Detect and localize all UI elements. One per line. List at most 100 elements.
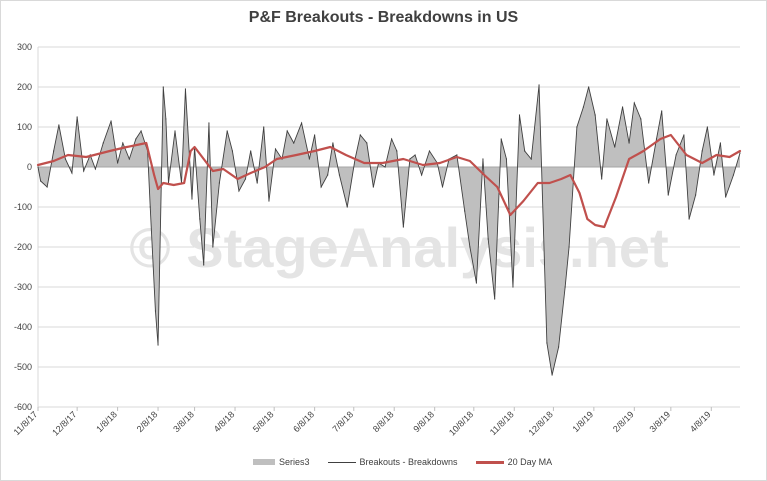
breakouts-breakdowns-point bbox=[648, 182, 650, 184]
breakouts-breakdowns-point bbox=[256, 182, 258, 184]
breakouts-breakdowns-point bbox=[640, 118, 642, 120]
x-tick-label: 1/8/18 bbox=[94, 409, 119, 434]
breakouts-breakdowns-point bbox=[396, 150, 398, 152]
ma-20-day-point bbox=[363, 162, 366, 164]
ma-20-day-point bbox=[701, 162, 703, 164]
ma-20-day-point bbox=[586, 218, 589, 220]
ma-20-day-point bbox=[189, 150, 192, 152]
breakouts-breakdowns-point bbox=[628, 142, 630, 144]
breakouts-breakdowns-point bbox=[601, 178, 603, 180]
breakouts-breakdowns-point bbox=[293, 142, 295, 144]
breakouts-breakdowns-point bbox=[165, 118, 167, 120]
x-tick-label: 2/8/18 bbox=[135, 409, 160, 434]
ma-20-day-point bbox=[172, 184, 175, 186]
breakouts-breakdowns-path bbox=[37, 84, 741, 376]
y-tick-label: -200 bbox=[14, 242, 32, 252]
y-tick-label: 300 bbox=[17, 42, 32, 52]
ma-20-day-point bbox=[560, 178, 563, 180]
breakouts-breakdowns-point bbox=[58, 124, 60, 126]
ma-20-day-point bbox=[509, 214, 512, 216]
breakouts-breakdowns-point bbox=[359, 134, 361, 136]
breakouts-breakdowns-point bbox=[725, 196, 727, 198]
breakouts-breakdowns-point bbox=[582, 106, 585, 108]
ma-20-day-point bbox=[642, 150, 645, 152]
ma-20-day-point bbox=[52, 160, 55, 162]
breakouts-breakdowns-point bbox=[71, 172, 73, 174]
breakouts-breakdowns-point bbox=[713, 174, 715, 176]
breakouts-breakdowns-point bbox=[191, 198, 193, 200]
breakouts-breakdowns-point bbox=[102, 142, 104, 144]
breakouts-breakdowns-point bbox=[226, 130, 228, 132]
ma-20-day-point bbox=[249, 172, 252, 174]
ma-20-day-point bbox=[496, 186, 499, 188]
breakouts-breakdowns-point bbox=[482, 158, 484, 160]
ma-20-day-point bbox=[345, 154, 347, 156]
breakouts-breakdowns-point bbox=[154, 310, 157, 312]
breakouts-breakdowns-point bbox=[149, 206, 151, 208]
breakouts-breakdowns-point bbox=[140, 130, 142, 132]
ma-20-day-path bbox=[36, 133, 742, 229]
y-axis-tick-labels: 300 200 100 0 -100 -200 -300 -400 -500 -600 bbox=[14, 42, 32, 412]
breakouts-breakdowns-point bbox=[300, 122, 303, 124]
x-tick-label: 2/8/19 bbox=[611, 409, 636, 434]
breakouts-breakdowns-point bbox=[524, 150, 526, 152]
breakouts-breakdowns-point bbox=[655, 138, 658, 140]
ma-20-day-point bbox=[603, 226, 606, 228]
x-tick-label: 1/8/19 bbox=[571, 409, 596, 434]
ma-20-day-point bbox=[212, 170, 214, 172]
breakouts-breakdowns-point bbox=[110, 120, 112, 122]
ma-20-day-point bbox=[222, 168, 225, 170]
breakouts-breakdowns-point bbox=[135, 138, 137, 140]
ma-20-day-point bbox=[329, 146, 332, 148]
breakouts-breakdowns-point bbox=[441, 186, 444, 188]
y-tick-label: 200 bbox=[17, 82, 32, 92]
breakouts-breakdowns-point bbox=[421, 174, 423, 176]
ma-20-day-point bbox=[548, 182, 551, 184]
breakouts-breakdowns-point bbox=[208, 122, 210, 124]
ma-20-day-point bbox=[37, 164, 39, 166]
breakouts-breakdowns-point bbox=[594, 114, 596, 116]
legend-swatch-series3 bbox=[253, 459, 275, 465]
legend-label-20-day-ma: 20 Day MA bbox=[507, 457, 553, 467]
breakouts-breakdowns-point bbox=[128, 158, 130, 160]
x-tick-label: 9/8/18 bbox=[411, 409, 436, 434]
breakouts-breakdowns-point bbox=[46, 186, 48, 188]
breakouts-breakdowns-point bbox=[231, 150, 234, 152]
legend-label-series3: Series3 bbox=[279, 457, 310, 467]
ma-20-day-point bbox=[456, 156, 458, 158]
breakouts-breakdowns-point bbox=[338, 174, 341, 176]
breakouts-breakdowns-point bbox=[184, 88, 187, 90]
ma-20-day-point bbox=[685, 154, 688, 156]
chart-title: P&F Breakouts - Breakdowns in US bbox=[248, 9, 519, 26]
breakouts-breakdowns-point bbox=[576, 126, 578, 128]
ma-20-day-point bbox=[67, 154, 69, 156]
breakouts-breakdowns-point bbox=[122, 142, 124, 144]
breakouts-breakdowns-point bbox=[37, 166, 39, 168]
breakouts-breakdowns-point bbox=[464, 210, 466, 212]
ma-20-day-point bbox=[275, 158, 278, 160]
breakouts-breakdowns-point bbox=[588, 86, 590, 88]
x-tick-label: 12/8/17 bbox=[50, 409, 78, 437]
breakouts-breakdowns-point bbox=[174, 130, 176, 132]
breakouts-breakdowns-point bbox=[675, 154, 677, 156]
x-tick-label: 4/8/18 bbox=[212, 409, 237, 434]
breakouts-breakdowns-point bbox=[475, 282, 478, 284]
ma-20-day-point bbox=[670, 134, 672, 136]
y-tick-label: -500 bbox=[14, 362, 32, 372]
breakouts-breakdowns-point bbox=[564, 286, 566, 288]
y-tick-label: -400 bbox=[14, 322, 32, 332]
breakouts-breakdowns-point bbox=[558, 346, 560, 348]
legend-swatch-breakouts-breakdowns bbox=[327, 461, 356, 463]
breakouts-breakdowns-line bbox=[37, 84, 741, 376]
x-tick-label: 12/8/18 bbox=[527, 409, 555, 437]
ma-20-day-point bbox=[615, 196, 617, 198]
ma-20-day-point bbox=[569, 174, 572, 176]
x-tick-label: 4/8/19 bbox=[688, 409, 713, 434]
y-tick-label: 100 bbox=[17, 122, 32, 132]
breakouts-breakdowns-point bbox=[76, 116, 78, 118]
x-tick-label: 11/8/17 bbox=[12, 409, 40, 437]
ma-20-day-point bbox=[483, 174, 486, 176]
legend-label-breakouts-breakdowns: Breakouts - Breakdowns bbox=[359, 457, 458, 467]
breakouts-breakdowns-point bbox=[314, 134, 316, 136]
breakouts-breakdowns-point bbox=[372, 186, 374, 188]
